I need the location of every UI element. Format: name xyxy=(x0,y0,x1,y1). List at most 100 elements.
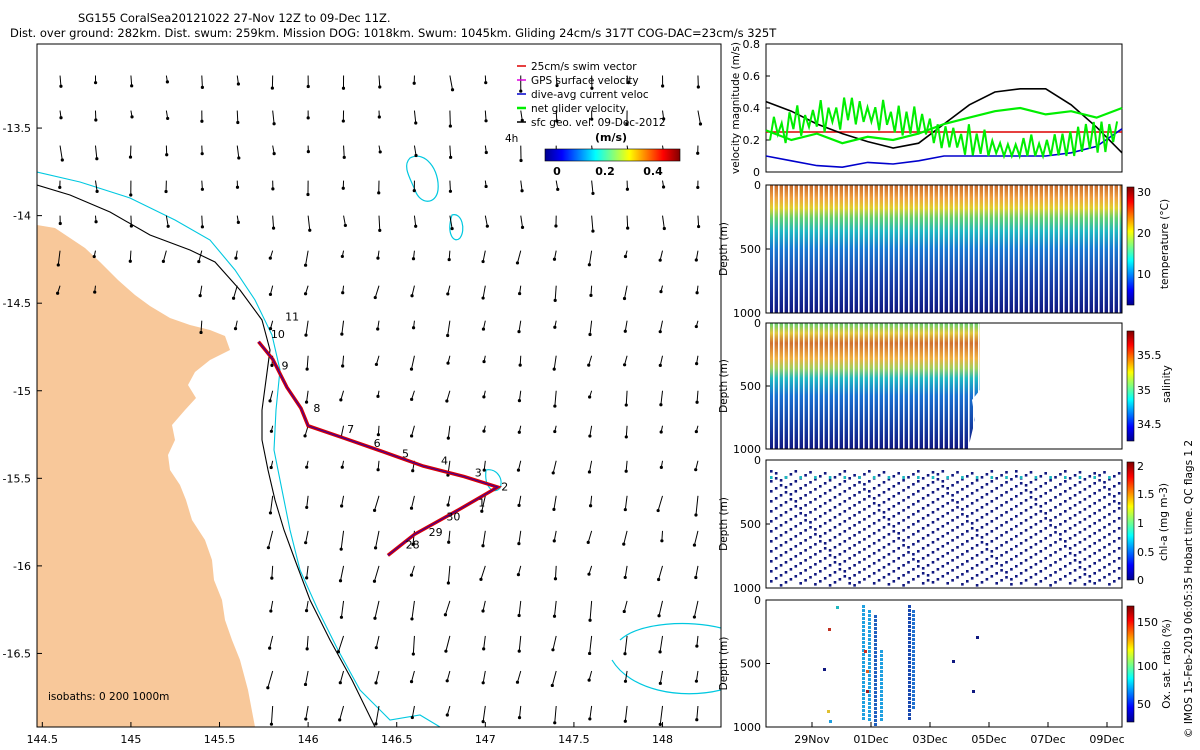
chla-point xyxy=(1059,578,1062,581)
velocity-series-line xyxy=(765,106,1123,145)
chla-point xyxy=(995,477,998,480)
chla-point xyxy=(877,509,881,512)
chla-point xyxy=(838,483,842,486)
chla-point xyxy=(872,582,876,585)
chla-point xyxy=(779,494,783,497)
chla-point xyxy=(814,583,817,586)
current-arrow-head xyxy=(517,503,521,507)
temp-cb-label: temperature (°C) xyxy=(1159,199,1171,289)
chl-cb-tick: 2 xyxy=(1137,460,1144,473)
velocity-tick-label: 0.2 xyxy=(743,134,761,147)
current-arrow xyxy=(449,180,451,192)
current-arrow-head xyxy=(695,361,699,366)
chla-point xyxy=(995,487,998,490)
chla-point xyxy=(1029,491,1033,494)
chla-point xyxy=(907,551,910,554)
title-line-2: Dist. over ground: 282km. Dist. swum: 25… xyxy=(10,26,777,40)
chla-points xyxy=(770,470,1121,587)
chla-point xyxy=(970,472,974,475)
chla-point xyxy=(907,486,910,489)
oxygen-point xyxy=(874,635,877,638)
chla-point xyxy=(877,559,881,562)
chla-point xyxy=(966,530,969,533)
chla-point xyxy=(985,548,989,551)
current-arrow-head xyxy=(484,184,488,189)
chla-point xyxy=(838,513,842,516)
current-arrow-head xyxy=(303,682,308,687)
current-arrow-head xyxy=(93,81,98,85)
oxygen-point xyxy=(868,650,871,653)
chla-point xyxy=(1078,481,1082,484)
chla-point xyxy=(828,509,832,512)
current-arrow xyxy=(201,215,203,227)
oxygen-point xyxy=(912,698,915,701)
current-arrow-head xyxy=(484,150,488,155)
chla-point xyxy=(892,475,896,478)
chla-point xyxy=(882,546,886,549)
map-y-tick-label: -16 xyxy=(13,560,31,573)
chla-point xyxy=(1064,490,1067,493)
chla-point xyxy=(1049,519,1052,522)
chla-point xyxy=(1044,482,1047,485)
chl-cb-tick: 0 xyxy=(1137,574,1144,587)
chla-point xyxy=(794,545,798,548)
current-arrow-head xyxy=(306,84,310,89)
current-arrow xyxy=(201,75,203,88)
chla-point xyxy=(1054,561,1057,564)
chla-point xyxy=(784,541,788,544)
chla-point xyxy=(892,570,896,573)
chla-point xyxy=(1113,550,1116,553)
oxygen-point xyxy=(862,689,865,692)
chla-point xyxy=(1078,501,1082,504)
chla-point xyxy=(1039,540,1043,543)
chla-point xyxy=(917,575,920,578)
chla-point xyxy=(1083,548,1087,551)
current-arrow xyxy=(482,705,486,722)
chla-point xyxy=(966,570,969,573)
chla-point xyxy=(858,476,861,479)
chla-point xyxy=(828,519,832,522)
map-legend: 25cm/s swim vector GPS surface velocity … xyxy=(505,61,681,178)
current-arrow xyxy=(482,530,486,546)
chla-point xyxy=(1044,492,1047,495)
chla-point xyxy=(770,560,773,563)
chla-point xyxy=(946,572,949,575)
chla-point xyxy=(1108,523,1111,526)
chla-point xyxy=(823,532,827,535)
current-arrow xyxy=(374,285,380,298)
chla-point xyxy=(990,530,994,533)
chla-point xyxy=(980,506,984,509)
current-arrow-head xyxy=(658,330,662,334)
chla-point xyxy=(1108,493,1111,496)
chla-point xyxy=(1083,538,1087,541)
chla-point xyxy=(990,540,994,543)
oxygen-point xyxy=(880,662,883,665)
current-arrow-head xyxy=(661,84,665,88)
chla-point xyxy=(1064,470,1067,473)
oxygen-point xyxy=(862,693,865,696)
chla-point xyxy=(970,512,974,515)
chla-point xyxy=(975,564,979,567)
oxygen-point xyxy=(908,641,911,644)
chla-point xyxy=(843,490,847,493)
current-arrow xyxy=(411,355,415,370)
current-arrow-head xyxy=(694,513,698,517)
current-arrow-head xyxy=(236,220,240,224)
current-arrow xyxy=(517,670,522,683)
chla-point xyxy=(784,531,788,534)
chla-point xyxy=(770,530,773,533)
chla-point xyxy=(1049,479,1052,482)
current-arrow-head xyxy=(378,85,382,89)
chla-point xyxy=(921,497,925,500)
chla-point xyxy=(1088,545,1092,548)
chla-point xyxy=(1000,554,1003,557)
chla-colorbar xyxy=(1126,461,1135,581)
chla-point xyxy=(848,577,851,580)
chla-point xyxy=(966,505,969,508)
chla-point xyxy=(995,562,998,565)
current-arrow xyxy=(413,145,417,156)
temperature-colorbar xyxy=(1126,186,1135,306)
chla-point xyxy=(1117,507,1121,510)
current-arrow xyxy=(94,145,98,159)
chla-point xyxy=(1049,544,1052,547)
